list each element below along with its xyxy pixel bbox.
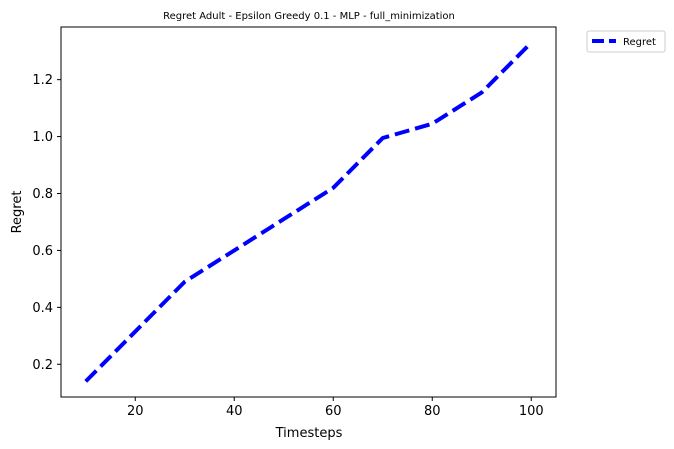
chart-title: Regret Adult - Epsilon Greedy 0.1 - MLP … <box>163 11 455 22</box>
series-layer <box>84 41 533 383</box>
y-tick-label-0.8: 0.8 <box>32 187 53 202</box>
plot-frame <box>60 26 557 398</box>
legend-label-regret: Regret <box>623 37 656 48</box>
x-tick-label-20: 20 <box>127 404 144 419</box>
x-tick-label-40: 40 <box>226 404 243 419</box>
legend: Regret <box>586 30 666 53</box>
y-axis-label: Regret <box>10 191 25 234</box>
y-axis: 0.2 0.4 0.6 0.8 1.0 1.2 <box>32 73 61 373</box>
x-tick-label-100: 100 <box>519 404 544 419</box>
y-tick-label-0.6: 0.6 <box>32 244 53 259</box>
y-tick-label-1.2: 1.2 <box>32 73 53 88</box>
series-line-regret <box>84 41 533 383</box>
legend-box <box>586 30 666 53</box>
x-tick-label-80: 80 <box>424 404 441 419</box>
x-axis: 20 40 60 80 100 <box>127 397 544 419</box>
x-axis-label: Timesteps <box>275 426 343 441</box>
y-tick-label-1.0: 1.0 <box>32 130 53 145</box>
y-tick-label-0.2: 0.2 <box>32 358 53 373</box>
x-tick-label-60: 60 <box>325 404 342 419</box>
y-tick-label-0.4: 0.4 <box>32 301 53 316</box>
